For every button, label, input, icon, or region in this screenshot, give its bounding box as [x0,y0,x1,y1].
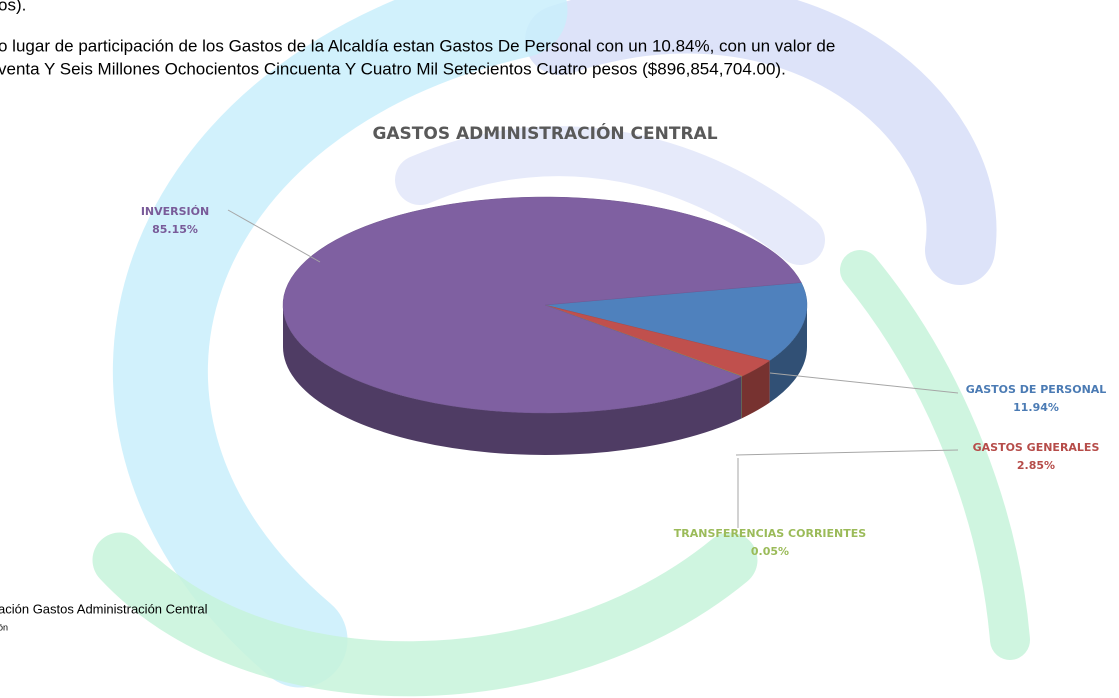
page: os). o lugar de participación de los Gas… [0,0,1119,698]
text-fragment: os). [0,0,26,14]
data-label-name: INVERSIÓN [141,205,209,218]
data-label-value: 2.85% [1017,459,1055,472]
data-label-value: 85.15% [152,223,198,236]
data-label-name: TRANSFERENCIAS CORRIENTES [674,527,866,540]
caption-note: ón [0,622,8,632]
data-label-value: 11.94% [1013,401,1059,414]
data-label-value: 0.05% [751,545,789,558]
leader-line [736,450,958,455]
data-label-name: GASTOS GENERALES [973,441,1100,454]
paragraph-line: o lugar de participación de los Gastos d… [0,36,835,55]
paragraph-line: venta Y Seis Millones Ochocientos Cincue… [0,59,786,78]
data-label-name: GASTOS DE PERSONAL [966,383,1107,396]
caption: ación Gastos Administración Central [0,601,208,616]
chart-title: GASTOS ADMINISTRACIÓN CENTRAL [372,122,717,144]
slice-side [741,376,742,418]
